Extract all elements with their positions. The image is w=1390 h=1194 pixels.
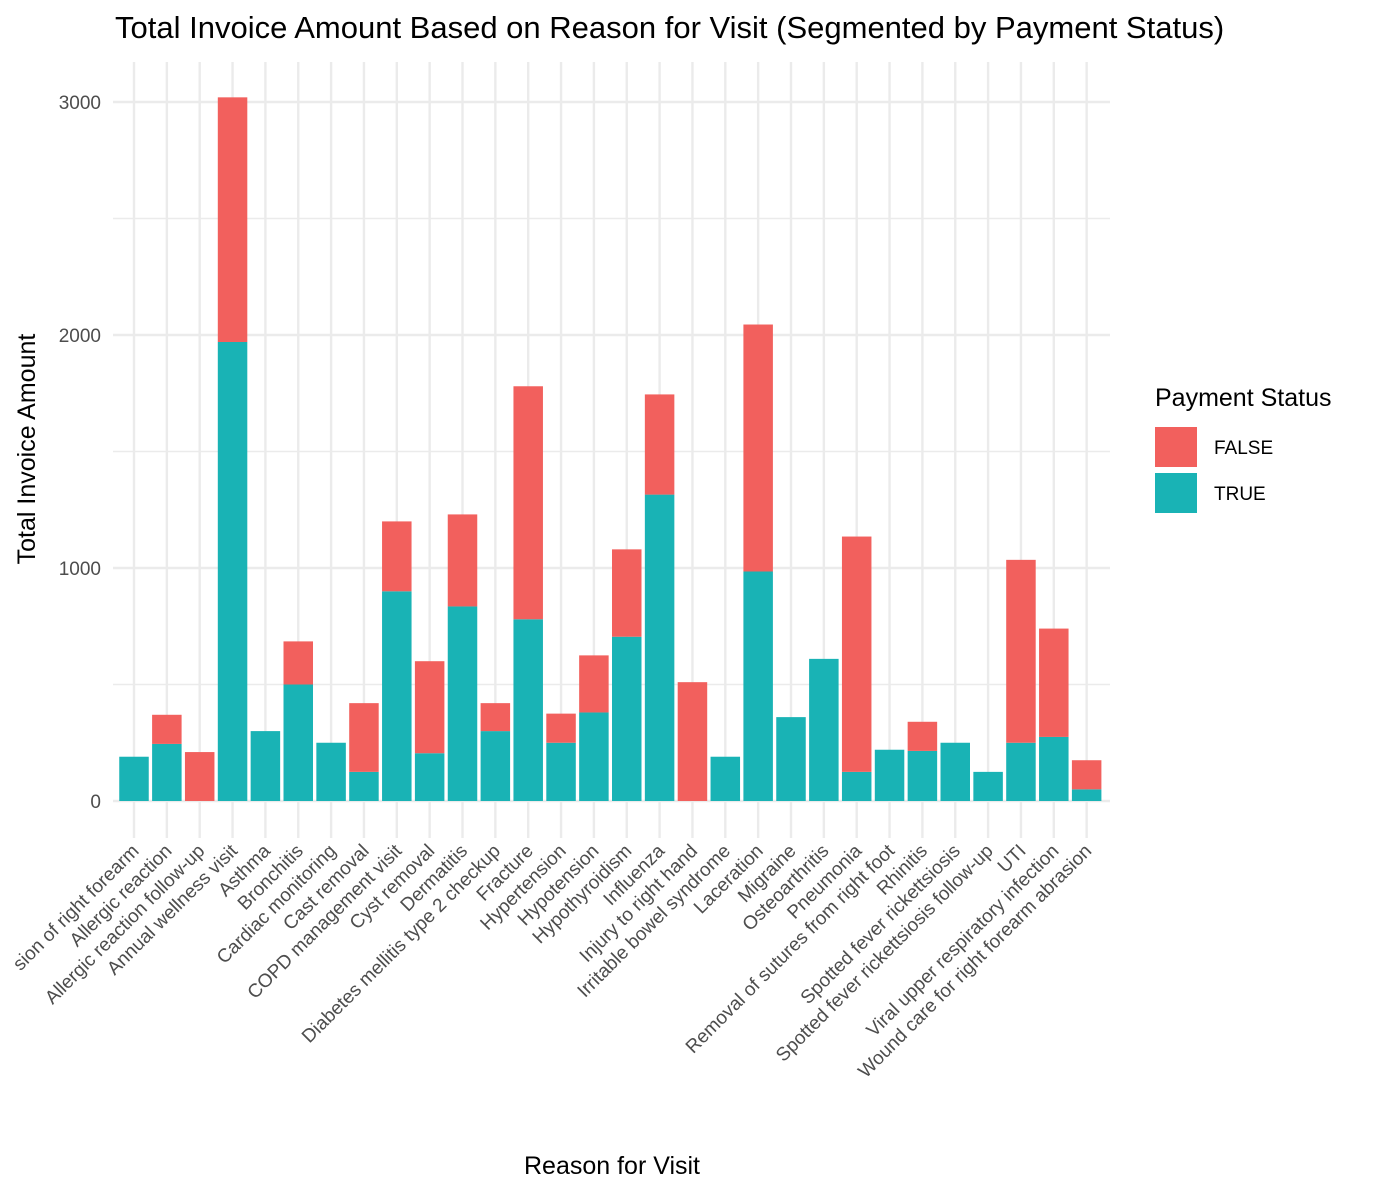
bar-segment-true [382, 591, 412, 801]
bar-segment-false [644, 394, 675, 495]
bar-segment-false [152, 714, 182, 744]
bar-segment-true [809, 658, 839, 801]
bar-segment-true [447, 606, 478, 801]
x-axis-title: Reason for Visit [524, 1152, 700, 1180]
bar-segment-true [316, 742, 346, 801]
bar-segment-true [579, 712, 609, 801]
bar-segment-true [480, 731, 511, 801]
bar-segment-false [283, 641, 313, 685]
bar-segment-false [382, 521, 412, 592]
bar-segment-false [414, 661, 445, 754]
bar-segment-true [907, 750, 938, 801]
bar-segment-false [546, 713, 576, 743]
bar-segment-true [1039, 736, 1069, 801]
y-tick-label: 1000 [59, 559, 101, 580]
bar-segment-true [743, 571, 773, 801]
bar-segment-false [907, 721, 938, 751]
legend: Payment Status FALSE TRUE [1155, 384, 1331, 513]
y-tick-label: 2000 [59, 326, 101, 347]
y-tick-label: 0 [90, 792, 101, 813]
y-axis-ticks: 0 1000 2000 3000 [59, 93, 101, 813]
bar-segment-true [874, 749, 905, 801]
bar-segment-false [184, 752, 215, 801]
bar-segment-false [480, 703, 511, 732]
chart-title: Total Invoice Amount Based on Reason for… [115, 10, 1224, 45]
bar-segment-true [776, 717, 806, 801]
bar-segment-true [841, 771, 872, 801]
bar-segment-true [546, 742, 576, 801]
bar-segment-false [217, 97, 248, 342]
y-tick-label: 3000 [59, 93, 101, 114]
bar-segment-true [710, 756, 741, 801]
legend-title: Payment Status [1155, 384, 1331, 412]
legend-label-false: FALSE [1214, 438, 1273, 459]
legend-key-false [1155, 427, 1197, 467]
bar-segment-true [119, 756, 149, 801]
bar-segment-true [612, 636, 642, 801]
bar-segment-false [513, 386, 543, 620]
bar-segment-false [349, 703, 379, 772]
bar-segment-false [1039, 628, 1069, 737]
bar-segment-false [1006, 559, 1036, 743]
bar-segment-false [841, 536, 872, 772]
bar-segment-true [940, 742, 970, 801]
bar-segment-true [414, 753, 445, 801]
bar-segment-true [1006, 742, 1036, 801]
legend-key-true [1155, 473, 1197, 513]
bar-segment-false [447, 514, 478, 607]
bar-segment-true [217, 341, 248, 801]
bar-segment-false [1071, 760, 1102, 790]
bar-segment-true [152, 743, 182, 801]
bar-segment-false [677, 682, 708, 801]
bar-segment-true [250, 731, 281, 801]
bar-segment-true [644, 494, 675, 801]
legend-label-true: TRUE [1214, 484, 1266, 505]
bar-segment-false [612, 549, 642, 637]
bar-segment-true [513, 619, 543, 801]
bar-segment-true [349, 771, 379, 801]
bar-segment-true [283, 684, 313, 801]
bar-segment-true [1071, 789, 1102, 801]
y-axis-title: Total Invoice Amount [13, 334, 41, 565]
bars [119, 97, 1102, 801]
bar-segment-true [973, 771, 1003, 801]
bar-segment-false [579, 655, 609, 713]
grid [113, 62, 1110, 838]
bar-segment-false [743, 324, 773, 572]
